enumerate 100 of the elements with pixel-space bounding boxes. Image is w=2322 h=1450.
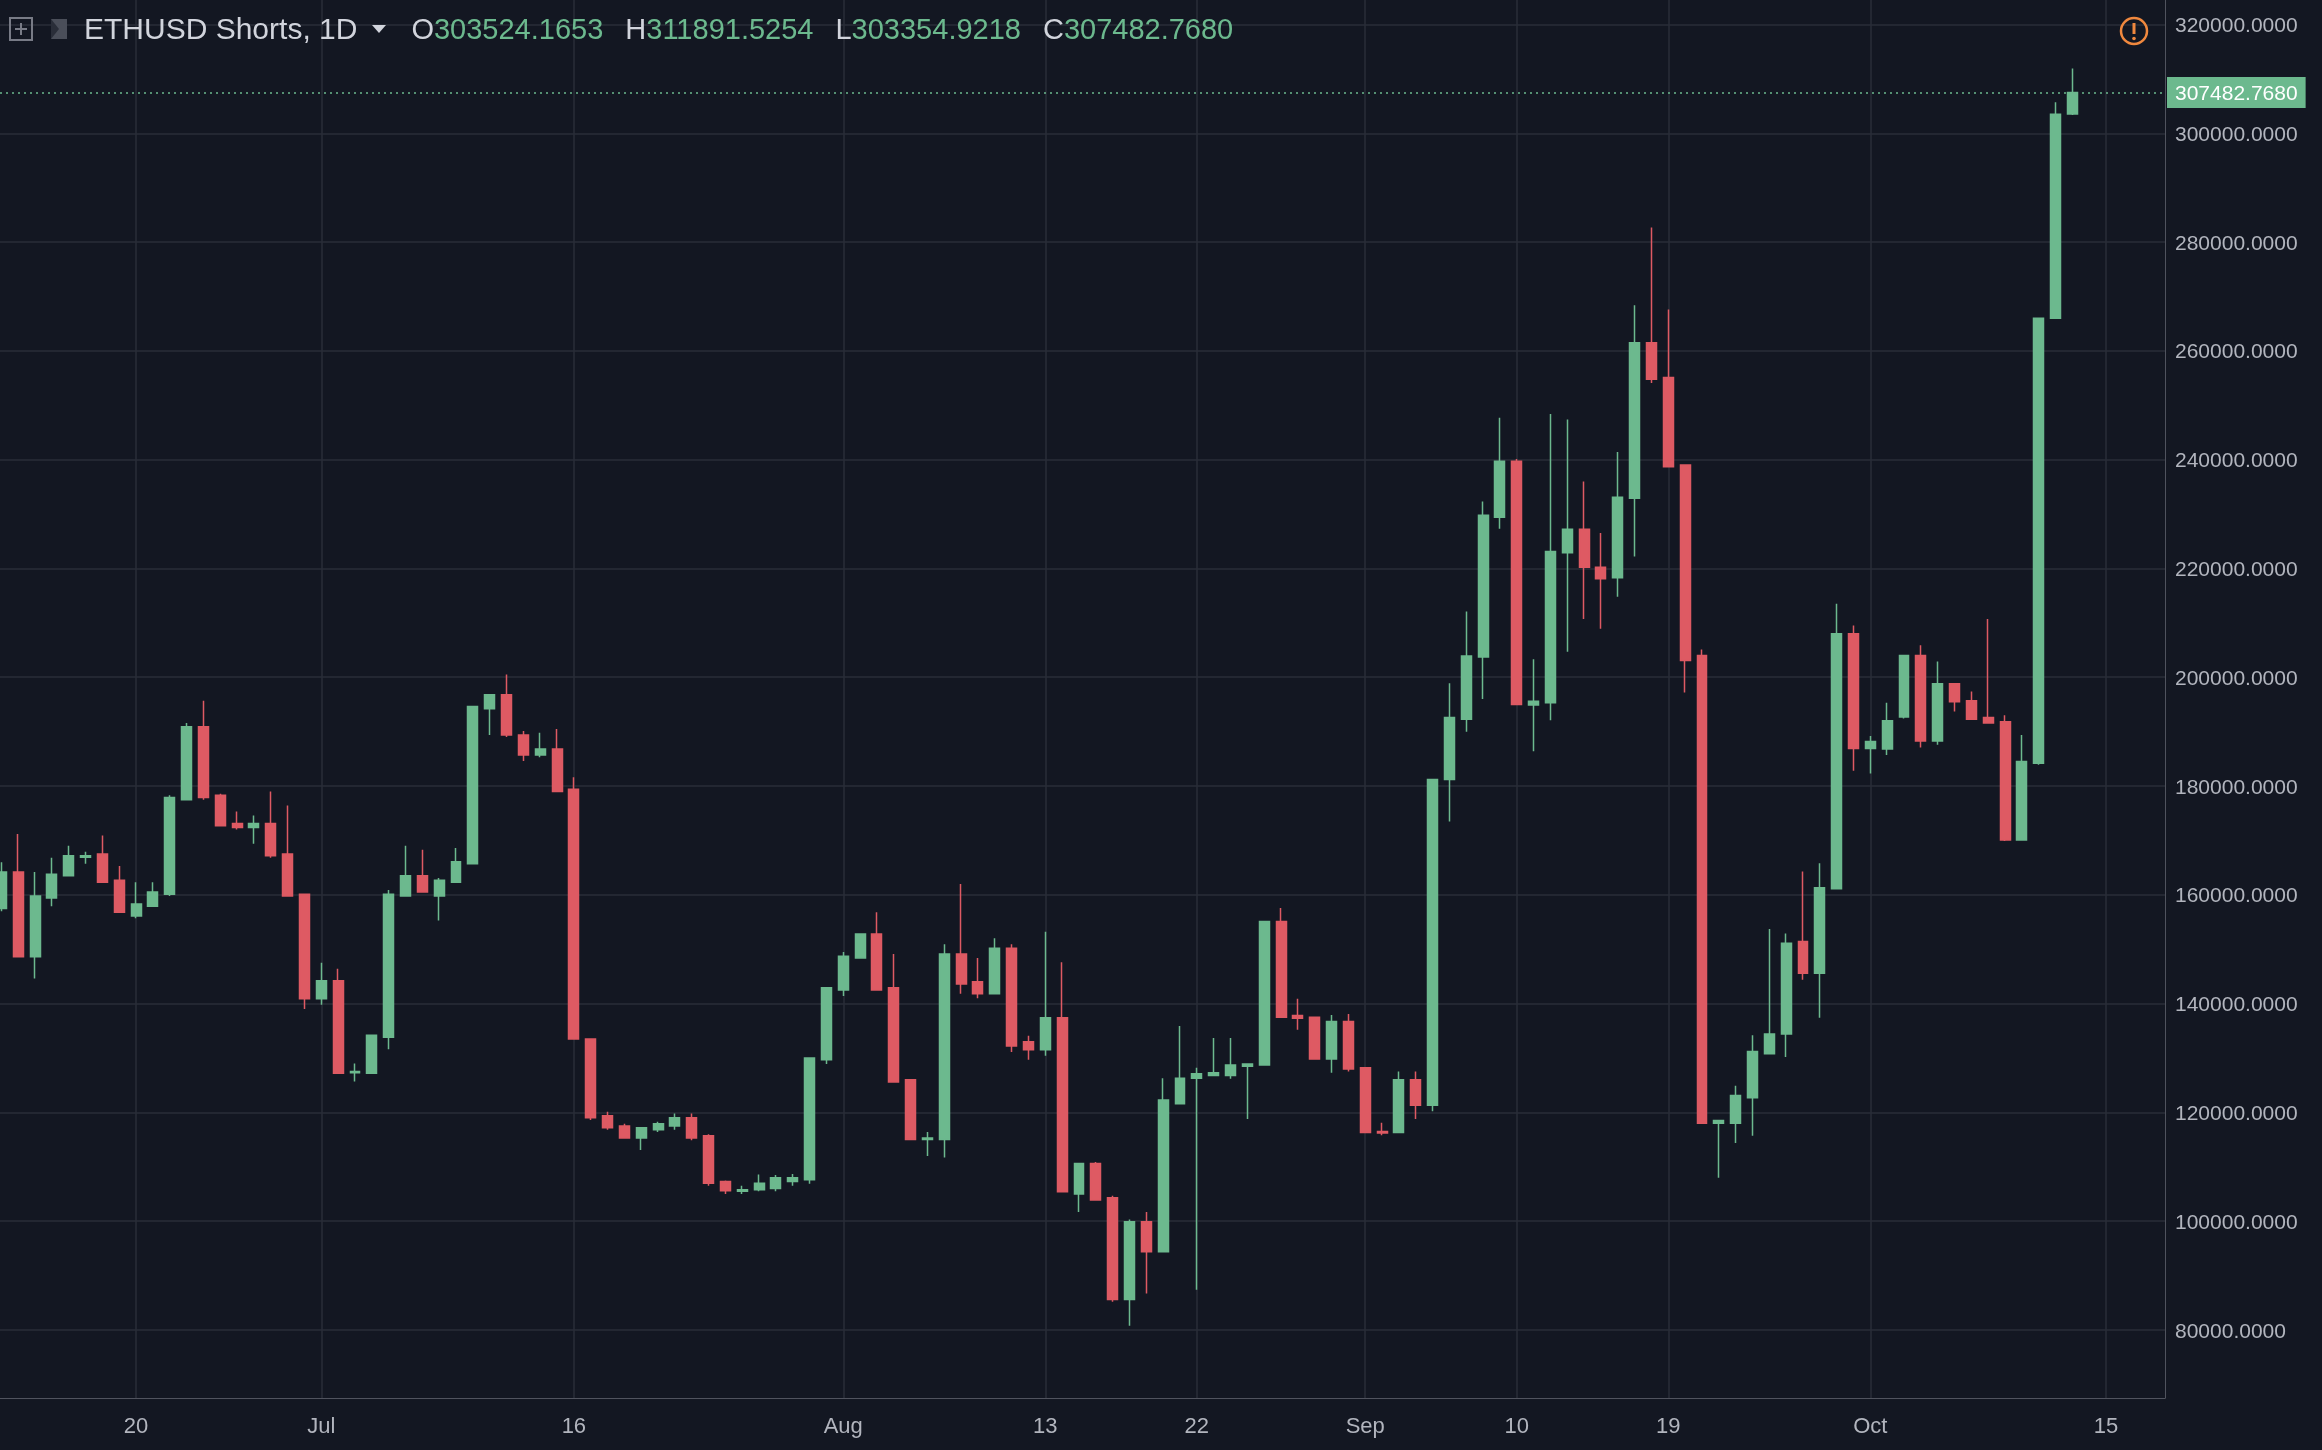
- candlestick: [753, 1173, 766, 1193]
- candlestick: [1392, 1070, 1405, 1134]
- candlestick: [315, 962, 328, 1006]
- candlestick: [736, 1185, 749, 1195]
- candlestick: [1965, 690, 1978, 720]
- candlestick: [551, 728, 564, 793]
- candlestick: [264, 790, 277, 859]
- candlestick: [786, 1173, 799, 1187]
- candlestick: [1999, 714, 2012, 842]
- candlestick: [584, 1038, 597, 1121]
- candlestick: [399, 845, 412, 897]
- candlestick: [500, 673, 513, 738]
- candlestick: [1443, 682, 1456, 823]
- y-tick-label: 240000.0000: [2175, 448, 2298, 472]
- annotation: O303524.1653: [411, 12, 604, 46]
- candlestick: [483, 693, 496, 736]
- candlestick: [820, 987, 833, 1065]
- candlestick: [1359, 1067, 1372, 1134]
- candlestick: [1106, 1194, 1119, 1303]
- candlestick: [702, 1133, 715, 1187]
- candlestick: [1493, 417, 1506, 530]
- candlestick: [1376, 1122, 1389, 1137]
- candlestick: [1696, 648, 1708, 1125]
- y-tick-label: 160000.0000: [2175, 883, 2298, 907]
- chart-title: ETHUSD Shorts, 1D: [84, 12, 358, 46]
- candlestick: [1645, 226, 1658, 384]
- candlestick: [416, 848, 429, 893]
- candlestick: [180, 722, 193, 801]
- candlestick: [1763, 928, 1776, 1055]
- candlestick: [1830, 603, 1843, 890]
- candlestick: [1931, 660, 1944, 746]
- candlestick: [466, 705, 479, 865]
- candlestick: [281, 804, 294, 897]
- candlestick: [1611, 451, 1624, 598]
- annotation: C307482.7680: [1042, 12, 1234, 46]
- y-tick-label: 280000.0000: [2175, 230, 2298, 254]
- x-tick-label: 15: [2093, 1412, 2119, 1438]
- annotation: H311891.5254: [625, 12, 814, 46]
- candlestick: [803, 1057, 816, 1185]
- y-tick-label: 140000.0000: [2175, 992, 2298, 1016]
- candlestick: [601, 1111, 614, 1131]
- x-tick-label: Jul: [307, 1412, 336, 1438]
- candlestick: [96, 834, 109, 884]
- candlestick: [988, 937, 1001, 995]
- y-tick-label: 180000.0000: [2175, 774, 2298, 798]
- candlestick: [130, 881, 143, 919]
- candlestick: [1039, 931, 1052, 1057]
- candlestick: [921, 1131, 934, 1157]
- candlestick: [1426, 778, 1439, 1113]
- candlestick: [1089, 1161, 1102, 1201]
- candlestick: [1477, 500, 1490, 700]
- candlestick: [1847, 624, 1860, 772]
- candlestick: [1914, 644, 1927, 749]
- candlestick: [197, 699, 210, 801]
- x-tick-label: Oct: [1853, 1412, 1888, 1438]
- candlestick: [45, 857, 58, 907]
- candlestick: [146, 881, 159, 907]
- candlestick: [1224, 1037, 1237, 1080]
- candlestick: [1275, 907, 1288, 1018]
- candlestick: [113, 865, 126, 913]
- candlestick: [1073, 1162, 1085, 1213]
- candlestick: [349, 1062, 361, 1083]
- candlestick: [1005, 943, 1018, 1053]
- y-tick-label: 100000.0000: [2175, 1209, 2298, 1233]
- candlestick: [1679, 464, 1692, 694]
- candlestick: [332, 968, 345, 1074]
- candlestick: [1342, 1013, 1355, 1073]
- candlestick: [2049, 101, 2062, 319]
- candlestick: [214, 792, 227, 827]
- x-tick-label: 22: [1184, 1412, 1210, 1438]
- candlestick: [534, 731, 547, 758]
- candlestick: [1527, 658, 1540, 752]
- candlestick: [854, 933, 867, 959]
- candlestick: [1712, 1119, 1725, 1179]
- candlestick: [870, 911, 883, 991]
- x-tick-label: Aug: [823, 1412, 863, 1438]
- y-tick-label: 200000.0000: [2175, 665, 2298, 689]
- candlestick: [2015, 734, 2028, 841]
- candlestick: [1746, 1034, 1759, 1137]
- candlestick: [955, 883, 968, 995]
- candlestick: [1510, 458, 1523, 706]
- candlestick: [1864, 735, 1877, 775]
- candlestick: [62, 845, 75, 877]
- candlestick: [1662, 308, 1675, 468]
- candlestick: [2032, 317, 2045, 766]
- candlestick: [298, 893, 311, 1010]
- candlestick: [231, 810, 244, 831]
- candlestick: [163, 794, 176, 897]
- candlestick: [1544, 413, 1557, 721]
- candlestick: [1241, 1063, 1254, 1120]
- candlestick: [1258, 920, 1271, 1066]
- y-tick-label: 300000.0000: [2175, 121, 2298, 145]
- candlestick: [1948, 683, 1961, 713]
- candlestick: [1898, 654, 1910, 720]
- candlestick: [517, 730, 530, 762]
- candlestick: [904, 1079, 917, 1141]
- candlestick: [247, 814, 260, 845]
- candlestick: [668, 1112, 681, 1131]
- candlestick: [365, 1034, 378, 1074]
- candlestick: [1797, 870, 1809, 981]
